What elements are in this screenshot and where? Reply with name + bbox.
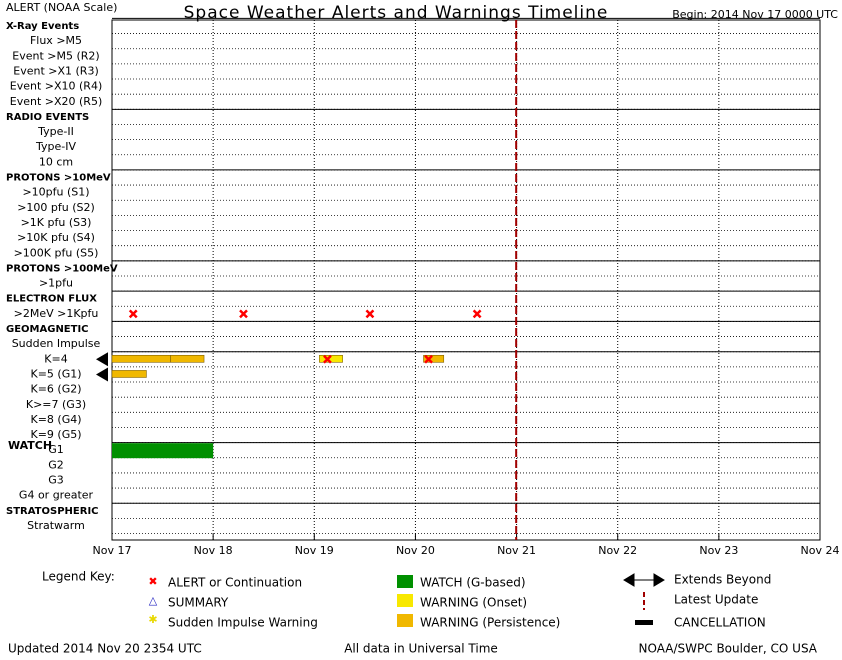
x-tick-label: Nov 19 bbox=[295, 544, 334, 557]
section-header: STRATOSPHERIC bbox=[6, 506, 99, 517]
legend-item: Sudden Impulse Warning bbox=[168, 616, 318, 630]
row-label: K>=7 (G3) bbox=[26, 398, 86, 411]
legend-title: Legend Key: bbox=[42, 570, 115, 584]
alert-mark bbox=[239, 309, 248, 319]
row-label: >100K pfu (S5) bbox=[14, 246, 99, 259]
legend-item: WATCH (G-based) bbox=[420, 576, 526, 590]
x-tick-label: Nov 22 bbox=[598, 544, 637, 557]
row-label: Event >X1 (R3) bbox=[13, 64, 98, 77]
event-bar bbox=[423, 354, 445, 363]
legend-item: CANCELLATION bbox=[674, 616, 766, 630]
row-label: >10K pfu (S4) bbox=[17, 231, 95, 244]
alert-label: ALERT (NOAA Scale) bbox=[6, 1, 117, 14]
row-label: Type-IV bbox=[35, 140, 76, 153]
section-header: RADIO EVENTS bbox=[6, 112, 89, 123]
row-label: K=4 bbox=[44, 352, 67, 365]
footer-source: NOAA/SWPC Boulder, CO USA bbox=[639, 642, 818, 656]
legend-item: WARNING (Persistence) bbox=[420, 616, 560, 630]
row-label: Type-II bbox=[37, 125, 74, 138]
row-label: G4 or greater bbox=[19, 489, 94, 502]
begin-label: Begin: 2014 Nov 17 0000 UTC bbox=[672, 8, 838, 21]
event-bar bbox=[111, 354, 171, 363]
x-tick-label: Nov 18 bbox=[194, 544, 233, 557]
section-header: X-Ray Events bbox=[6, 21, 79, 32]
event-bar bbox=[112, 443, 214, 459]
row-label: Stratwarm bbox=[27, 519, 85, 532]
x-tick-label: Nov 17 bbox=[93, 544, 132, 557]
x-tick-label: Nov 23 bbox=[699, 544, 738, 557]
svg-text:✖: ✖ bbox=[148, 575, 157, 588]
x-tick-label: Nov 21 bbox=[497, 544, 536, 557]
row-label: K=8 (G4) bbox=[30, 413, 81, 426]
row-label: Event >M5 (R2) bbox=[12, 49, 99, 62]
footer-note: All data in Universal Time bbox=[344, 642, 498, 656]
extends-arrow bbox=[96, 352, 108, 367]
legend-item: WARNING (Onset) bbox=[420, 596, 527, 610]
footer-updated: Updated 2014 Nov 20 2354 UTC bbox=[8, 642, 202, 656]
section-header: GEOMAGNETIC bbox=[6, 324, 89, 335]
row-label: G3 bbox=[48, 474, 64, 487]
row-label: Sudden Impulse bbox=[12, 337, 101, 350]
svg-text:△: △ bbox=[149, 594, 158, 607]
row-label: >1pfu bbox=[39, 277, 73, 290]
legend-item: Latest Update bbox=[674, 593, 758, 607]
group-label: WATCH bbox=[8, 439, 52, 452]
alert-mark bbox=[128, 309, 138, 319]
row-label: K=9 (G5) bbox=[30, 428, 81, 441]
row-label: K=5 (G1) bbox=[30, 367, 81, 380]
plot-frame bbox=[111, 19, 821, 541]
row-label: >2MeV >1Kpfu bbox=[14, 307, 99, 320]
row-label: G2 bbox=[48, 458, 64, 471]
row-label: Event >X20 (R5) bbox=[10, 95, 102, 108]
row-label: K=6 (G2) bbox=[30, 383, 81, 396]
event-bar bbox=[170, 354, 205, 363]
svg-text:✱: ✱ bbox=[148, 613, 157, 626]
legend-icons: ✖ △ ✱ bbox=[148, 573, 665, 627]
alert-mark bbox=[323, 354, 332, 364]
row-label: Event >X10 (R4) bbox=[10, 80, 102, 93]
section-header: PROTONS >10MeV bbox=[6, 173, 111, 184]
row-label: G1 bbox=[48, 443, 64, 456]
row-label: Flux >M5 bbox=[30, 34, 82, 47]
section-header: ELECTRON FLUX bbox=[6, 294, 97, 305]
legend-item: ALERT or Continuation bbox=[168, 576, 302, 590]
alert-mark bbox=[472, 309, 482, 319]
x-tick-label: Nov 24 bbox=[801, 544, 840, 557]
legend-item: SUMMARY bbox=[168, 596, 229, 610]
section-header: PROTONS >100MeV bbox=[6, 263, 118, 274]
legend-item: Extends Beyond bbox=[674, 573, 771, 587]
row-label: 10 cm bbox=[39, 155, 73, 168]
row-label: >100 pfu (S2) bbox=[17, 201, 95, 214]
row-label: >10pfu (S1) bbox=[22, 186, 89, 199]
x-tick-label: Nov 20 bbox=[396, 544, 435, 557]
event-bar bbox=[111, 370, 147, 378]
alert-mark bbox=[365, 309, 375, 319]
row-label: >1K pfu (S3) bbox=[21, 216, 92, 229]
alert-mark bbox=[424, 354, 433, 364]
extends-arrow bbox=[96, 367, 108, 382]
